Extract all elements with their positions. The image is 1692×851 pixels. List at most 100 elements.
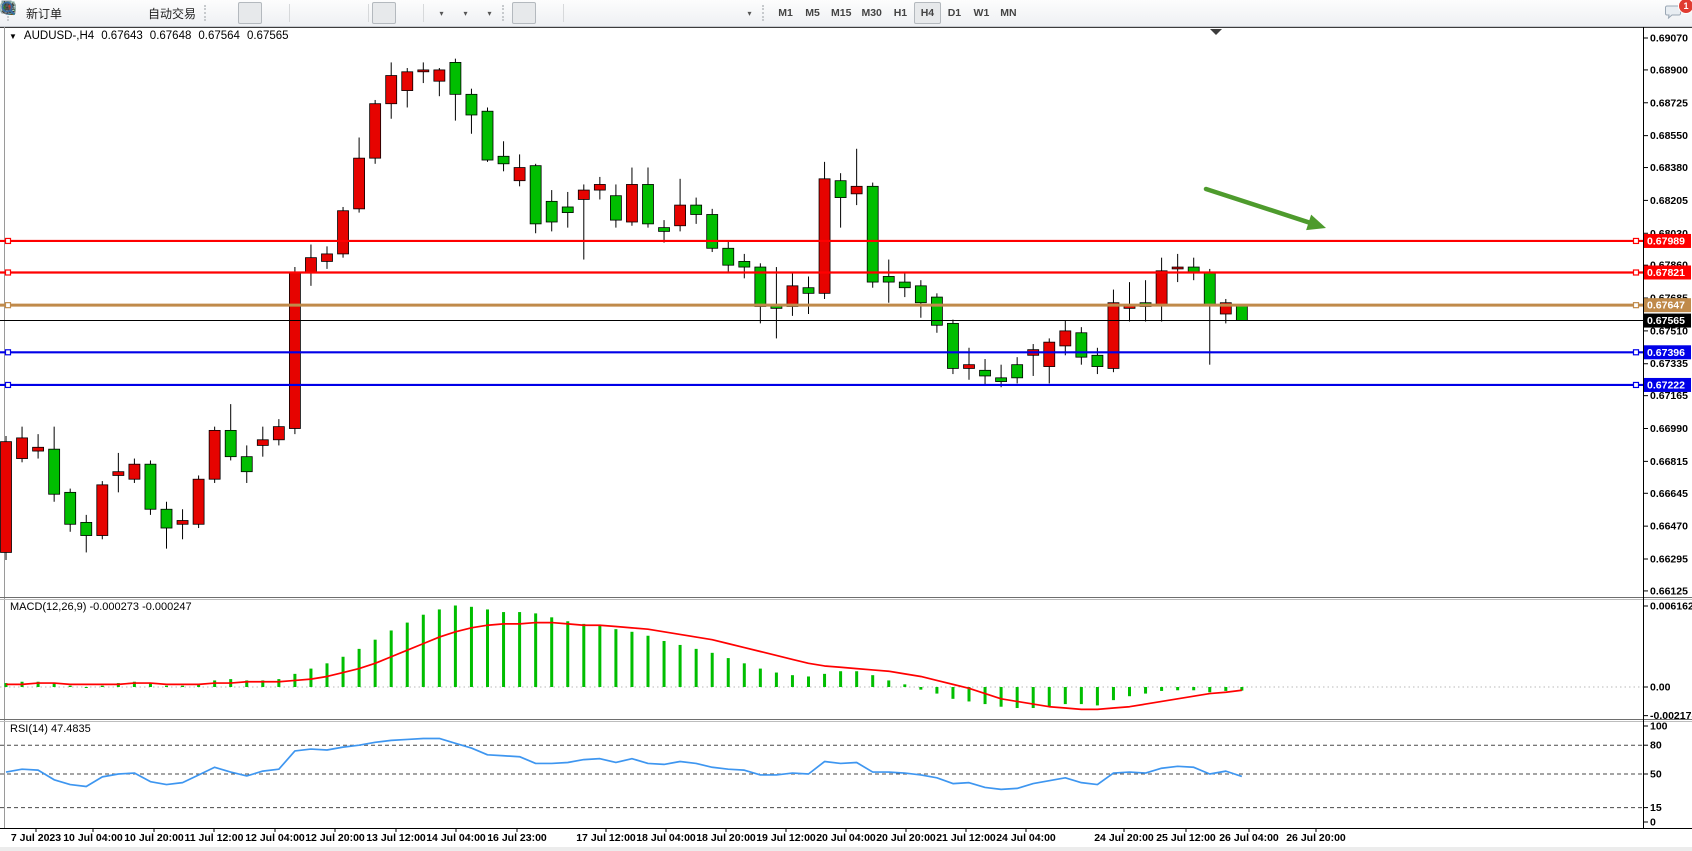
search-button[interactable] [1, 1, 1664, 24]
autoscroll-button[interactable] [1, 2, 397, 24]
candle [898, 281, 911, 289]
candle [1235, 305, 1248, 321]
macd-bar [502, 612, 506, 687]
timeframe-button-d1[interactable]: D1 [941, 2, 968, 24]
candle [80, 521, 93, 536]
candle [321, 253, 333, 262]
timeframe-button-m30[interactable]: M30 [856, 2, 886, 24]
candle [160, 508, 173, 529]
macd-bar [710, 652, 714, 687]
trendline-button[interactable] [2, 2, 639, 24]
toolbar-drag-handle[interactable] [502, 5, 509, 21]
macd-bar [389, 630, 393, 687]
chart-shift-marker[interactable] [1210, 29, 1222, 35]
macd-bar [598, 625, 602, 687]
candlestick-chart-button[interactable] [1, 2, 263, 24]
candle [208, 429, 221, 480]
timeframe-button-h1[interactable]: H1 [887, 2, 914, 24]
timeframe-button-w1[interactable]: W1 [968, 2, 995, 24]
cursor-button[interactable] [4, 1, 537, 24]
hline-anchor[interactable] [4, 349, 12, 356]
autotrading-button[interactable]: 自动交易 [1, 2, 201, 24]
candle [1011, 364, 1024, 379]
candle [1059, 330, 1072, 347]
signals-button[interactable] [0, 2, 139, 24]
timeframe-button-h4[interactable]: H4 [913, 2, 941, 24]
bar-chart-button[interactable] [1, 2, 238, 24]
arrow-head[interactable] [1306, 214, 1326, 231]
date-tick-label: 11 Jul 12:00 [185, 832, 244, 844]
label-button[interactable]: T [1, 2, 735, 24]
candle [722, 247, 735, 266]
date-tick-label: 24 Jul 04:00 [996, 832, 1056, 844]
oneclick-dropdown-icon[interactable]: ▼ [9, 31, 17, 41]
candle [256, 439, 269, 446]
quote-close: 0.67565 [246, 30, 289, 42]
toolbar: 新订单 自动交易 [0, 0, 1692, 27]
hline-anchor[interactable] [4, 302, 12, 309]
price-tick-label: 0.67335 [1650, 358, 1688, 370]
tile-windows-button[interactable] [2, 2, 365, 24]
price-tick-label: 0.66470 [1650, 521, 1688, 533]
arrow-object[interactable] [1203, 186, 1315, 226]
zoom-in-button[interactable] [1, 1, 317, 24]
community-button[interactable] [2, 1, 115, 24]
new-order-button[interactable]: 新订单 [1, 0, 67, 24]
hline-anchor[interactable] [1632, 237, 1640, 245]
timeframe-button-m1[interactable]: M1 [772, 2, 799, 24]
date-tick-label: 24 Jul 20:00 [1094, 832, 1154, 844]
rsi-tick-label: 100 [1650, 721, 1668, 733]
toolbar-drag-handle[interactable] [762, 5, 769, 21]
hline-anchor[interactable] [1632, 302, 1640, 309]
time-axis-labels: 7 Jul 2023 10 Jul 04:00 10 Jul 20:00 11 Jul… [11, 828, 1346, 844]
candle [963, 364, 975, 369]
chart-shift-button[interactable] [1, 2, 420, 24]
hline-anchor[interactable] [1632, 381, 1640, 389]
zoom-out-button[interactable] [1, 1, 341, 24]
fibonacci-button[interactable]: F [2, 2, 687, 24]
hline-anchor[interactable] [4, 269, 12, 276]
candle [529, 165, 542, 225]
shapes-button[interactable]: ▾ [2, 2, 759, 24]
toolbar-drag-handle[interactable] [204, 5, 211, 21]
candle [16, 437, 28, 459]
timeframe-button-m5[interactable]: M5 [799, 2, 826, 24]
macd-signal-line [6, 621, 1242, 711]
period-button[interactable]: ▾ [1, 1, 475, 24]
price-tag-label: 0.67989 [1647, 235, 1685, 247]
macd-bar [181, 685, 185, 687]
candle [417, 69, 430, 73]
chat-button[interactable]: 1 [1664, 0, 1692, 24]
macd-bar [903, 684, 907, 687]
candle [449, 62, 462, 95]
channel-button[interactable]: E [1, 2, 663, 24]
candle [690, 204, 703, 215]
macd-bar [790, 675, 794, 687]
macd-bar [325, 663, 329, 687]
macd-bar [823, 673, 827, 687]
crosshair-button[interactable] [2, 2, 560, 24]
timeframe-button-m15[interactable]: M15 [826, 2, 856, 24]
macd-bar [646, 635, 650, 687]
hline-anchor[interactable] [1632, 269, 1640, 276]
hline-anchor[interactable] [4, 381, 12, 389]
date-tick-label: 14 Jul 04:00 [426, 832, 486, 844]
timeframe-button-mn[interactable]: MN [995, 2, 1022, 24]
candle [0, 441, 12, 553]
line-chart-button[interactable] [1, 2, 286, 24]
price-tick-label: 0.68725 [1650, 97, 1688, 109]
vertical-line-button[interactable] [4, 2, 591, 24]
hline-anchor[interactable] [4, 237, 12, 245]
market-button[interactable] [2, 2, 91, 24]
candle [738, 261, 751, 268]
text-button[interactable]: A [3, 1, 711, 24]
macd-bar [1192, 687, 1196, 691]
indicators-button[interactable]: ▾ [1, 1, 451, 24]
date-tick-label: 7 Jul 2023 [11, 832, 61, 844]
template-button[interactable]: ▾ [1, 1, 499, 24]
price-tick-label: 0.68900 [1650, 64, 1688, 76]
chart-symbol-header[interactable]: ▼ AUDUSD-,H4 0.67643 0.67648 0.67564 0.6… [9, 30, 289, 42]
horizontal-line-button[interactable] [2, 2, 615, 24]
hline-anchor[interactable] [1632, 349, 1640, 356]
